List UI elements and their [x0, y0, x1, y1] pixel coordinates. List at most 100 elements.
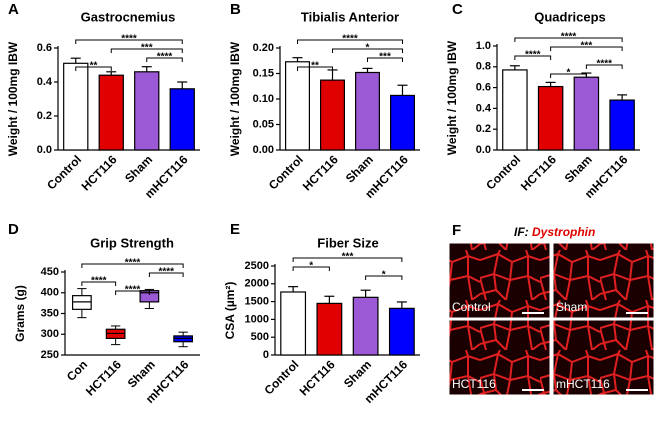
bar: [320, 79, 346, 151]
y-axis-label: CSA (µm²): [223, 282, 237, 340]
title-stain: Dystrophin: [532, 225, 595, 239]
chart-title: Grip Strength: [90, 235, 174, 250]
significance-label: ****: [157, 52, 173, 63]
panel-letter: E: [230, 221, 240, 238]
significance-label: *: [309, 261, 313, 272]
significance-label: *: [382, 270, 386, 281]
significance-bracket: [110, 48, 183, 53]
y-tick-label: 400: [41, 287, 59, 299]
significance-label: ****: [596, 59, 612, 70]
y-tick-label: 0.0: [476, 144, 491, 156]
x-tick-label: Sham: [122, 152, 155, 185]
x-tick-label: HCT116: [297, 357, 338, 398]
y-tick-label: 300: [41, 328, 59, 340]
bar: [316, 302, 343, 356]
significance-bracket: [115, 290, 150, 295]
image-panel: F IF: Dystrophin Control Sham HCT116 mHCT11…: [448, 222, 655, 396]
y-axis-label: Weight / 100mg IBW: [6, 41, 20, 156]
significance-bracket: [365, 275, 403, 280]
micrograph: [552, 242, 655, 319]
y-tick-label: 0.4: [476, 102, 492, 114]
y-axis-label: Grams (g): [13, 285, 27, 342]
y-tick-label: 350: [41, 307, 59, 319]
significance-bracket: [297, 66, 333, 71]
x-tick-label: Sham: [341, 357, 374, 390]
x-tick-label: Sham: [343, 152, 376, 185]
y-tick-label: 1.0: [476, 40, 491, 52]
significance-label: ****: [125, 285, 141, 296]
y-tick-label: 0.15: [253, 67, 274, 79]
y-tick-label: 2000: [245, 278, 269, 290]
micrograph: [448, 319, 551, 396]
y-tick-label: 1000: [245, 313, 269, 325]
y-tick-label: 0.05: [253, 118, 274, 130]
panel-letter: A: [8, 1, 19, 18]
significance-bracket: [292, 266, 330, 271]
micrograph-label: Sham: [556, 300, 587, 314]
significance-label: ****: [91, 276, 107, 287]
significance-bracket: [75, 39, 183, 44]
significance-bracket: [367, 57, 403, 62]
x-tick-label: HCT116: [518, 152, 559, 193]
significance-bracket: [297, 39, 403, 44]
panel-letter: F: [452, 222, 461, 239]
bar: [134, 71, 160, 151]
significance-label: ****: [525, 50, 541, 61]
significance-label: ****: [125, 258, 141, 269]
y-tick-label: 0.6: [37, 42, 52, 54]
bar: [388, 307, 415, 356]
bar: [98, 74, 124, 151]
y-tick-label: 0.4: [37, 76, 53, 88]
y-tick-label: 0.2: [476, 123, 491, 135]
y-tick-label: 0.20: [253, 42, 274, 54]
chart-title: Fiber Size: [317, 235, 378, 250]
x-tick-label: Control: [266, 152, 306, 192]
bar: [573, 76, 600, 151]
y-tick-label: 0.2: [37, 110, 52, 122]
image-title: IF: Dystrophin: [514, 225, 595, 239]
x-tick-label: Control: [261, 357, 301, 397]
y-tick-label: 0: [263, 349, 269, 361]
y-tick-label: 2500: [245, 260, 269, 272]
micrograph-label: HCT116: [452, 377, 496, 391]
y-tick-label: 500: [251, 331, 269, 343]
bar: [285, 61, 311, 151]
micrograph: [552, 319, 655, 396]
micrograph-label: mHCT116: [556, 377, 610, 391]
significance-bracket: [75, 66, 112, 71]
significance-bracket: [292, 257, 403, 262]
significance-bracket: [81, 263, 184, 268]
significance-label: ****: [121, 34, 137, 45]
y-tick-label: 1500: [245, 296, 269, 308]
chart-title: Tibialis Anterior: [301, 9, 399, 24]
significance-bracket: [81, 281, 117, 286]
micrograph-label: Control: [452, 300, 491, 314]
bar: [352, 296, 379, 356]
bar: [63, 62, 89, 151]
significance-bracket: [514, 55, 552, 60]
significance-label: ****: [342, 34, 358, 45]
panel-letter: B: [230, 1, 241, 18]
significance-bracket: [550, 73, 587, 78]
significance-label: ***: [581, 41, 593, 52]
significance-label: ***: [379, 52, 391, 63]
y-axis-label: Weight / 100mg IBW: [445, 40, 459, 155]
y-axis-label: Weight / 100mg IBW: [228, 41, 242, 156]
title-prefix: IF:: [514, 225, 529, 239]
bar: [537, 85, 564, 151]
chart-title: Quadriceps: [534, 9, 606, 24]
significance-label: ****: [561, 32, 577, 43]
significance-label: ****: [158, 267, 174, 278]
significance-label: ***: [141, 43, 153, 54]
significance-label: **: [311, 61, 319, 72]
significance-bracket: [332, 48, 403, 53]
bar: [280, 291, 307, 356]
significance-bracket: [146, 57, 183, 62]
micrograph: [448, 242, 551, 319]
x-tick-label: HCT116: [83, 357, 124, 398]
x-tick-label: Control: [483, 152, 523, 192]
chart-title: Gastrocnemius: [81, 9, 176, 24]
x-tick-label: HCT116: [300, 152, 341, 193]
y-tick-label: 250: [41, 349, 59, 361]
